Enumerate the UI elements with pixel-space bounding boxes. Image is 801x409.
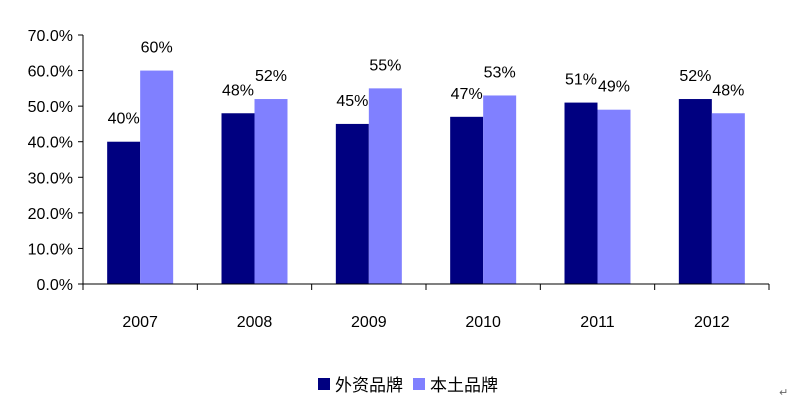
bar-domestic xyxy=(254,99,288,285)
y-tick-label: 70.0% xyxy=(28,28,73,45)
legend-label-foreign: 外资品牌 xyxy=(335,376,403,396)
y-tick-label: 20.0% xyxy=(28,206,73,223)
data-label: 51% xyxy=(565,72,597,89)
legend-item-foreign: 外资品牌 xyxy=(318,371,403,396)
y-tick-label: 10.0% xyxy=(28,241,73,258)
y-tick-label: 0.0% xyxy=(37,277,73,294)
x-tick-label: 2007 xyxy=(122,314,158,331)
y-tick-label: 50.0% xyxy=(28,99,73,116)
return-mark-icon: ↵ xyxy=(779,386,789,399)
bar-foreign xyxy=(678,99,712,285)
x-tick-label: 2010 xyxy=(465,314,501,331)
bar-foreign xyxy=(335,123,369,284)
bar-foreign xyxy=(450,116,484,284)
bar-domestic xyxy=(711,113,745,284)
bar-domestic xyxy=(597,109,631,284)
x-tick-label: 2012 xyxy=(694,314,730,331)
bar-domestic xyxy=(368,88,402,284)
data-label: 45% xyxy=(336,93,368,110)
y-tick-label: 60.0% xyxy=(28,64,73,81)
data-label: 53% xyxy=(484,64,516,81)
data-label: 40% xyxy=(108,111,140,128)
data-label: 52% xyxy=(255,68,287,85)
data-label: 48% xyxy=(712,82,744,99)
data-label: 47% xyxy=(451,86,483,103)
data-label: 60% xyxy=(141,40,173,57)
bar-domestic xyxy=(140,70,174,284)
legend-item-domestic: 本土品牌 xyxy=(413,371,498,396)
data-label: 52% xyxy=(679,68,711,85)
x-tick-label: 2011 xyxy=(580,314,615,331)
bar-domestic xyxy=(483,95,517,284)
legend: 外资品牌 本土品牌 xyxy=(318,371,508,396)
legend-label-domestic: 本土品牌 xyxy=(430,376,498,396)
x-tick-label: 2009 xyxy=(351,314,387,331)
legend-swatch-domestic xyxy=(413,377,425,390)
bar-foreign xyxy=(564,102,598,284)
y-tick-label: 30.0% xyxy=(28,170,73,187)
legend-swatch-foreign xyxy=(318,377,330,390)
data-label: 55% xyxy=(369,57,401,74)
bar-foreign xyxy=(221,113,255,284)
x-tick-label: 2008 xyxy=(237,314,273,331)
y-tick-label: 40.0% xyxy=(28,135,73,152)
data-label: 48% xyxy=(222,82,254,99)
data-label: 49% xyxy=(598,79,630,96)
bar-foreign xyxy=(107,141,141,284)
